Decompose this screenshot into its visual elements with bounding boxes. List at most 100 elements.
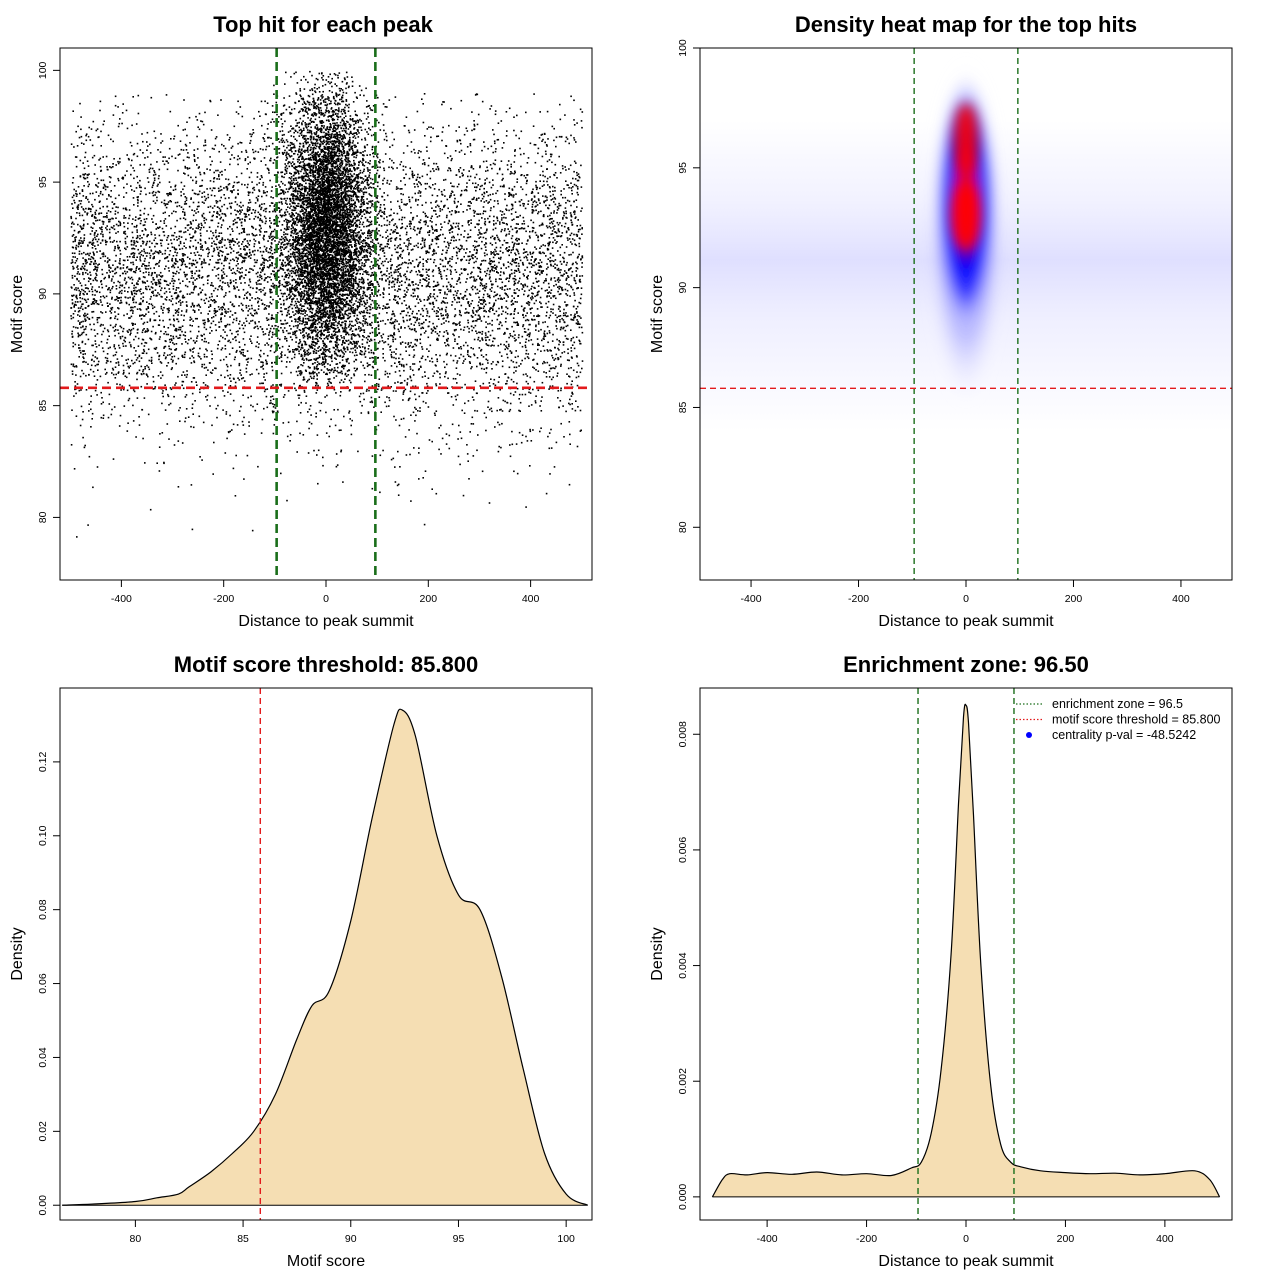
scatter-point: [80, 206, 83, 208]
scatter-point: [388, 405, 390, 407]
scatter-point: [143, 250, 146, 253]
scatter-point: [86, 261, 88, 264]
scatter-point: [297, 262, 300, 264]
scatter-point: [175, 327, 177, 330]
scatter-point: [524, 284, 527, 287]
scatter-point: [420, 274, 422, 276]
scatter-point: [524, 357, 526, 360]
scatter-point: [480, 279, 483, 282]
scatter-point: [443, 240, 446, 243]
scatter-point: [195, 248, 197, 250]
scatter-point: [406, 383, 408, 386]
scatter-point: [549, 195, 552, 197]
scatter-point: [184, 231, 187, 233]
scatter-point: [75, 190, 77, 192]
scatter-point: [423, 242, 426, 244]
scatter-point: [367, 348, 370, 350]
scatter-point: [98, 212, 101, 215]
scatter-point: [428, 281, 430, 284]
scatter-point: [580, 287, 583, 289]
scatter-point: [379, 454, 382, 457]
scatter-point: [524, 341, 527, 343]
scatter-point: [456, 301, 458, 304]
scatter-point: [382, 356, 384, 359]
scatter-point: [291, 216, 293, 218]
scatter-point: [135, 245, 137, 247]
scatter-point: [228, 339, 230, 342]
scatter-point: [289, 287, 291, 289]
scatter-point: [521, 261, 524, 264]
scatter-point: [142, 299, 144, 302]
scatter-point: [87, 524, 89, 526]
scatter-point: [254, 322, 257, 325]
scatter-point: [533, 315, 535, 317]
scatter-point: [92, 251, 95, 254]
scatter-point: [489, 385, 491, 387]
scatter-point: [558, 293, 561, 296]
scatter-point: [144, 257, 146, 260]
scatter-point: [108, 269, 110, 272]
scatter-point: [220, 335, 222, 337]
scatter-point: [499, 287, 502, 289]
scatter-point: [93, 173, 96, 175]
scatter-point: [421, 204, 424, 206]
scatter-point: [99, 207, 101, 210]
scatter-point: [581, 266, 583, 268]
scatter-point: [99, 299, 102, 301]
scatter-point: [168, 157, 170, 160]
scatter-point: [238, 327, 241, 330]
scatter-point: [370, 324, 372, 327]
scatter-point: [490, 265, 493, 268]
scatter-point: [355, 205, 357, 208]
scatter-point: [518, 271, 521, 273]
scatter-point: [428, 230, 431, 232]
scatter-point: [94, 164, 96, 166]
scatter-point: [309, 329, 312, 332]
scatter-point: [410, 328, 413, 331]
scatter-point: [303, 196, 305, 199]
scatter-point: [471, 416, 474, 419]
scatter-point: [117, 211, 119, 214]
scatter-point: [383, 129, 385, 132]
scatter-point: [572, 305, 575, 308]
scatter-point: [201, 261, 203, 263]
scatter-point: [491, 252, 494, 254]
scatter-point: [457, 296, 459, 299]
scatter-point: [221, 286, 223, 288]
scatter-point: [200, 254, 202, 257]
scatter-point: [140, 288, 142, 290]
scatter-point: [137, 196, 139, 198]
scatter-point: [194, 254, 197, 256]
scatter-point: [417, 264, 420, 266]
scatter-point: [530, 266, 533, 268]
scatter-point: [331, 333, 333, 336]
scatter-point: [438, 334, 440, 337]
scatter-point: [369, 216, 371, 218]
scatter-point: [458, 313, 461, 316]
scatter-point: [535, 324, 537, 327]
scatter-point: [410, 269, 413, 272]
scatter-point: [570, 383, 573, 386]
scatter-point: [211, 330, 213, 332]
scatter-point: [418, 269, 420, 272]
scatter-point: [505, 208, 507, 210]
scatter-point: [244, 324, 246, 327]
scatter-point: [272, 197, 274, 199]
scatter-point: [154, 202, 157, 204]
scatter-point: [298, 397, 300, 399]
scatter-point: [446, 268, 449, 271]
scatter-point: [220, 196, 222, 199]
scatter-point: [486, 177, 488, 180]
scatter-point: [456, 394, 459, 396]
scatter-point: [505, 209, 508, 211]
scatter-point: [463, 268, 466, 270]
scatter-point: [196, 148, 199, 150]
scatter-point: [127, 365, 130, 368]
scatter-point: [366, 288, 369, 291]
scatter-point: [477, 234, 479, 236]
scatter-point: [150, 249, 152, 252]
scatter-point: [414, 186, 416, 188]
scatter-point: [436, 230, 438, 232]
scatter-point: [474, 286, 477, 288]
scatter-point: [515, 366, 518, 369]
